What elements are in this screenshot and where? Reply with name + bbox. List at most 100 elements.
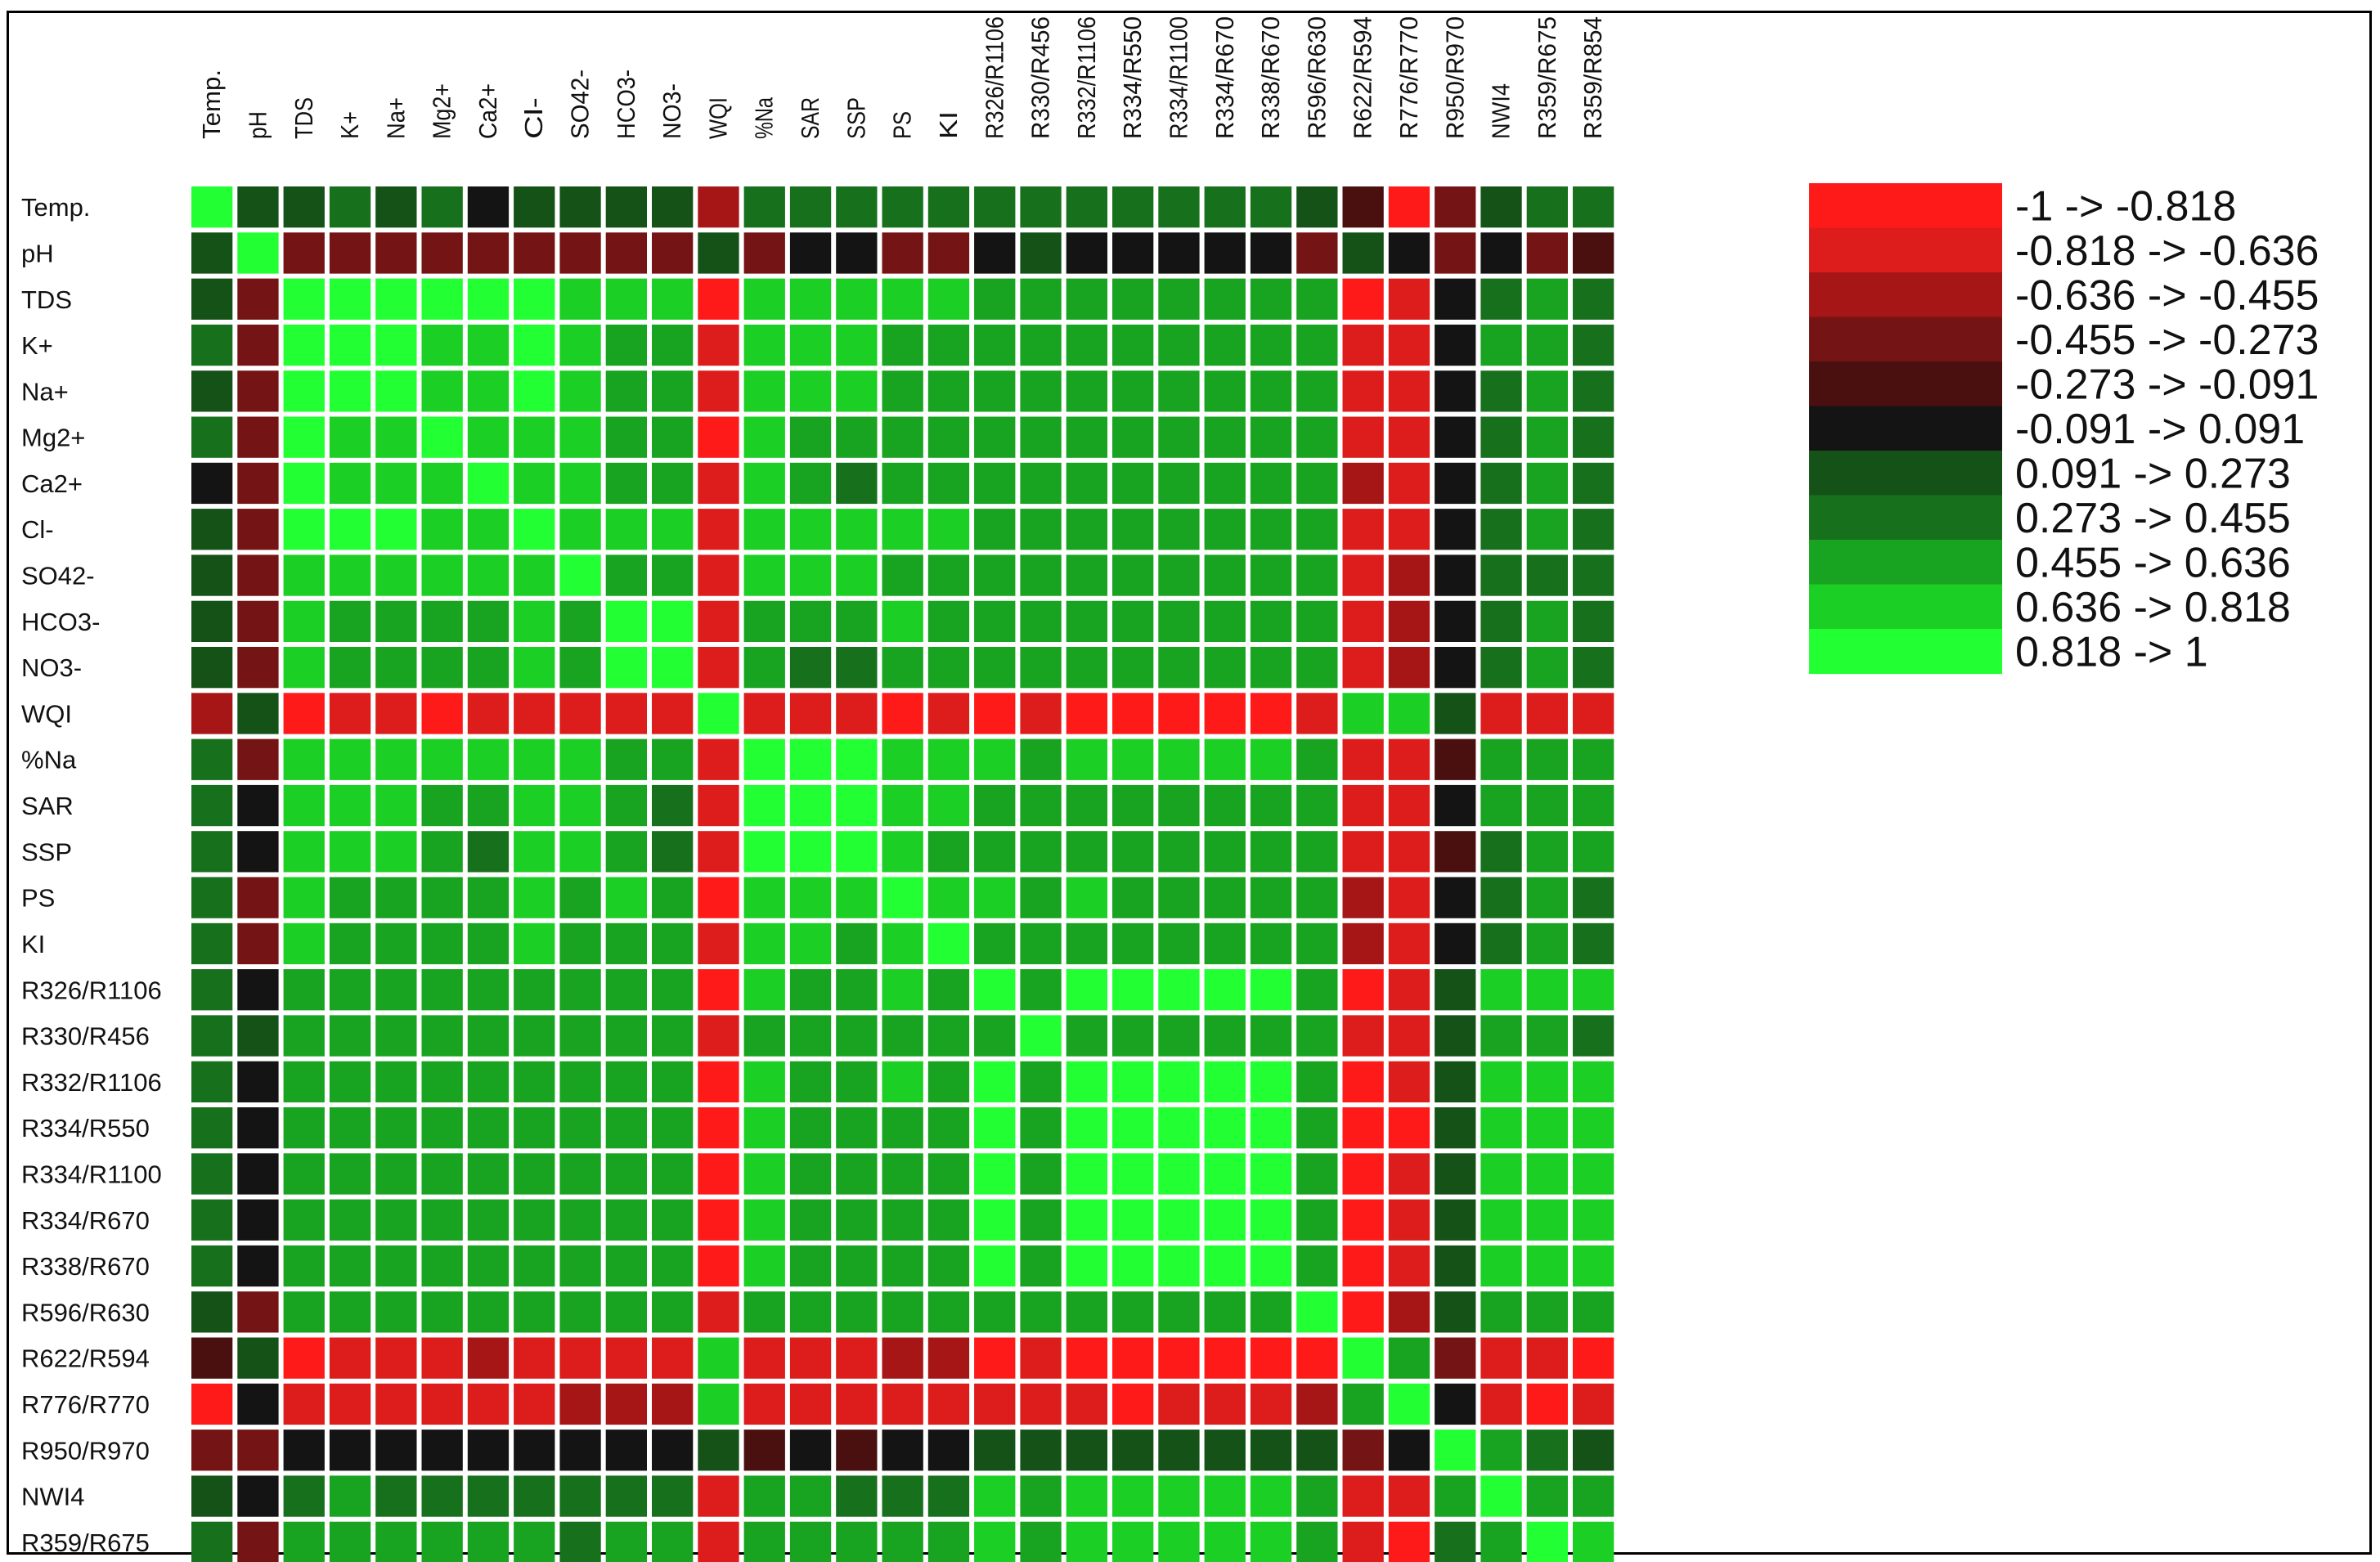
heatmap-cell: SO42- / WQI: -0.8 (698, 554, 739, 596)
heatmap-cell: NO3- / WQI: -0.7 (698, 647, 739, 689)
heatmap-cell: R596/R630 / Cl-: 0.5 (514, 1291, 555, 1333)
heatmap-cell: Mg2+ / R359/R675: 0.5 (1526, 416, 1568, 458)
heatmap-cell: %Na / R338/R670: 0.7 (1250, 738, 1292, 780)
heatmap-cell: PS / R334/R670: 0.6 (1204, 877, 1246, 918)
heatmap-cell: R326/R1106 / HCO3-: 0.6 (605, 969, 647, 1011)
heatmap-cell: R326/R1106 / R950/R970: 0.2 (1435, 969, 1476, 1011)
heatmap-cell: R334/R550 / pH: 0 (237, 1107, 279, 1149)
heatmap-cell: R622/R594 / R334/R550: -0.9 (1112, 1337, 1154, 1379)
heatmap-cell: Cl- / R326/R1106: 0.6 (974, 509, 1016, 550)
heatmap-cell: WQI / R334/R1100: -0.9 (1158, 693, 1200, 734)
heatmap-cell: R622/R594 / %Na: -0.7 (743, 1337, 785, 1379)
heatmap-cell: Temp. / pH: 0.2 (237, 186, 279, 228)
heatmap-cell: R950/R970 / SO42-: 0 (559, 1430, 601, 1471)
heatmap-cell: R330/R456 / R326/R1106: 0.6 (974, 1015, 1016, 1057)
heatmap-cell: R334/R550 / R622/R594: -0.9 (1342, 1107, 1384, 1149)
heatmap-cell: WQI / Cl-: -0.8 (514, 693, 555, 734)
heatmap-cell: NWI4 / WQI: -0.7 (698, 1475, 739, 1517)
heatmap-cell: R776/R770 / R338/R670: -0.8 (1250, 1383, 1292, 1425)
heatmap-cell: SSP / R338/R670: 0.6 (1250, 831, 1292, 873)
row-label: R330/R456 (21, 1022, 150, 1051)
heatmap-cell: TDS / R326/R1106: 0.6 (974, 278, 1016, 320)
heatmap-cell: PS / KI: 0.8 (927, 877, 970, 918)
heatmap-cell: Temp. / Temp.: 1 (191, 186, 233, 228)
heatmap-cell: R596/R630 / R596/R630: 1 (1296, 1291, 1338, 1333)
heatmap-cell: Mg2+ / %Na: 0.7 (743, 416, 785, 458)
heatmap-cell: Temp. / Mg2+: 0.3 (421, 186, 463, 228)
heatmap-cell: R622/R594 / R359/R675: -0.8 (1526, 1337, 1568, 1379)
heatmap-cell: R334/R670 / R334/R670: 1 (1204, 1199, 1246, 1241)
heatmap-cell: R326/R1106 / TDS: 0.6 (283, 969, 325, 1011)
heatmap-cell: NWI4 / R622/R594: -0.7 (1342, 1475, 1384, 1517)
heatmap-cell: R330/R456 / SO42-: 0.5 (559, 1015, 601, 1057)
legend-swatch (1809, 584, 2002, 630)
heatmap-cell: R326/R1106 / R622/R594: -0.9 (1342, 969, 1384, 1011)
heatmap-cell: R326/R1106 / R334/R670: 0.9 (1204, 969, 1246, 1011)
heatmap-cell: K+ / %Na: 0.8 (743, 324, 785, 366)
heatmap-cell: R776/R770 / KI: -0.7 (927, 1383, 970, 1425)
heatmap-cell: pH / K+: -0.3 (329, 232, 371, 274)
heatmap-cell: KI / R622/R594: -0.6 (1342, 922, 1384, 965)
heatmap-cell: SAR / R332/R1106: 0.6 (1066, 784, 1107, 827)
row-label: NO3- (21, 653, 82, 682)
column-label: R334/R1100 (1165, 16, 1193, 139)
heatmap-cell: R622/R594 / R950/R970: -0.3 (1435, 1337, 1476, 1379)
heatmap-cell: R334/R1100 / NO3-: 0.6 (652, 1153, 694, 1195)
heatmap-cell: R334/R1100 / R338/R670: 0.9 (1250, 1153, 1292, 1195)
heatmap-cell: SSP / R359/R675: 0.6 (1526, 831, 1568, 873)
heatmap-cell: Cl- / Na+: 0.9 (375, 509, 417, 550)
heatmap-cell: HCO3- / SO42-: 0.6 (559, 600, 601, 642)
heatmap-cell: R359/R675 / R950/R970: 0.3 (1435, 1521, 1476, 1562)
heatmap-cell: SSP / KI: 0.6 (927, 831, 970, 873)
heatmap-cell: R334/R1100 / WQI: -0.9 (698, 1153, 739, 1195)
heatmap-cell: WQI / Na+: -0.8 (375, 693, 417, 734)
heatmap-cell: R326/R1106 / Mg2+: 0.6 (421, 969, 463, 1011)
legend-swatch (1809, 272, 2002, 318)
heatmap-cell: SO42- / R622/R594: -0.7 (1342, 554, 1384, 596)
heatmap-cell: HCO3- / R950/R970: 0 (1435, 600, 1476, 642)
heatmap-cell: PS / R334/R550: 0.6 (1112, 877, 1154, 918)
heatmap-cell: R338/R670 / R330/R456: 0.6 (1020, 1245, 1062, 1287)
heatmap-cell: R330/R456 / R596/R630: 0.5 (1296, 1015, 1338, 1057)
heatmap-cell: R596/R630 / R334/R550: 0.6 (1112, 1291, 1154, 1333)
heatmap-cell: WQI / R334/R670: -0.9 (1204, 693, 1246, 734)
heatmap-cell: R596/R630 / HCO3-: 0.5 (605, 1291, 647, 1333)
heatmap-cell: Temp. / R326/R1106: 0.4 (974, 186, 1016, 228)
heatmap-cell: SAR / Ca2+: 0.5 (467, 784, 510, 827)
heatmap-cell: R334/R1100 / %Na: 0.7 (743, 1153, 785, 1195)
heatmap-cell: R338/R670 / R359/R854: 0.8 (1573, 1245, 1614, 1287)
heatmap-cell: SAR / NO3-: 0.4 (652, 784, 694, 827)
heatmap-cell: HCO3- / pH: -0.3 (237, 600, 279, 642)
heatmap-cell: Mg2+ / Temp.: 0.3 (191, 416, 233, 458)
heatmap-cell: KI / Temp.: 0.4 (191, 922, 233, 965)
heatmap-cell: NO3- / SO42-: 0.6 (559, 647, 601, 689)
heatmap-cell: R338/R670 / R326/R1106: 0.9 (974, 1245, 1016, 1287)
heatmap-cell: SAR / R622/R594: -0.7 (1342, 784, 1384, 827)
heatmap-cell: pH / SO42-: -0.4 (559, 232, 601, 274)
heatmap-cell: Mg2+ / Ca2+: 0.8 (467, 416, 510, 458)
heatmap-cell: SSP / R334/R550: 0.6 (1112, 831, 1154, 873)
heatmap-cell: SSP / R950/R970: -0.2 (1435, 831, 1476, 873)
color-legend: -1 -> -0.818-0.818 -> -0.636-0.636 -> -0… (1809, 182, 2319, 676)
heatmap-cell: PS / R950/R970: 0 (1435, 877, 1476, 918)
heatmap-cell: R334/R670 / NWI4: 0.7 (1480, 1199, 1522, 1241)
heatmap-cell: Na+ / R776/R770: -0.7 (1388, 370, 1430, 412)
heatmap-cell: %Na / %Na: 1 (743, 738, 785, 780)
heatmap-cell: Cl- / HCO3-: 0.7 (605, 509, 647, 550)
heatmap-cell: HCO3- / R622/R594: -0.7 (1342, 600, 1384, 642)
heatmap-cell: Mg2+ / SAR: 0.6 (789, 416, 832, 458)
heatmap-cell: R338/R670 / PS: 0.6 (882, 1245, 923, 1287)
heatmap-cell: Na+ / R326/R1106: 0.6 (974, 370, 1016, 412)
heatmap-cell: R334/R550 / Mg2+: 0.6 (421, 1107, 463, 1149)
heatmap-cell: NO3- / Na+: 0.6 (375, 647, 417, 689)
heatmap-cell: R950/R970 / R332/R1106: 0.2 (1066, 1430, 1107, 1471)
row-label: R334/R670 (21, 1206, 150, 1235)
heatmap-cell: R776/R770 / R334/R670: -0.8 (1204, 1383, 1246, 1425)
heatmap-cell: NO3- / R330/R456: 0.5 (1020, 647, 1062, 689)
heatmap-cell: R776/R770 / NO3-: -0.6 (652, 1383, 694, 1425)
heatmap-cell: R330/R456 / Temp.: 0.4 (191, 1015, 233, 1057)
heatmap-cell: PS / %Na: 0.7 (743, 877, 785, 918)
heatmap-cell: R359/R675 / Na+: 0.5 (375, 1521, 417, 1562)
row-label: HCO3- (21, 608, 100, 636)
heatmap-cell: R359/R675 / SSP: 0.6 (836, 1521, 878, 1562)
